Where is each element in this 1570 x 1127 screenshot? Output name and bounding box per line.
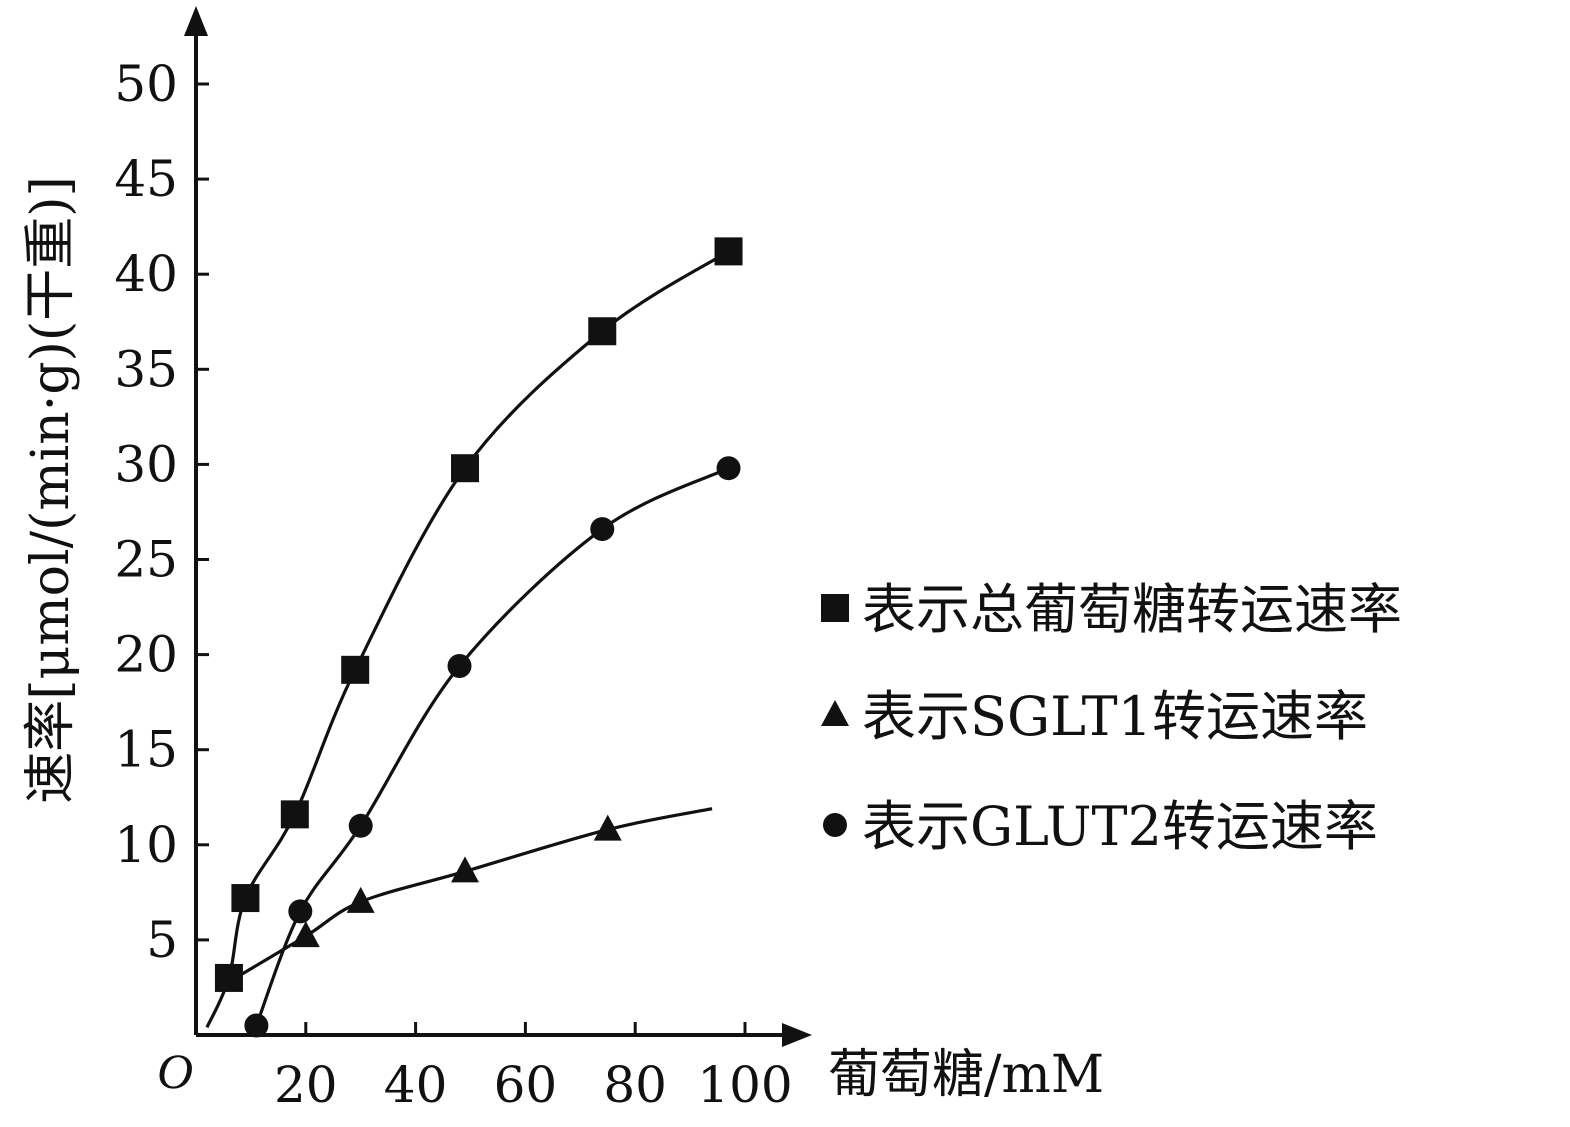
series-line-total [205,250,730,1029]
y-axis-arrow [184,6,208,36]
data-point-glut2 [348,813,373,838]
y-tick-label: 10 [114,816,178,874]
y-tick-label: 40 [114,245,178,303]
x-tick-label: 100 [697,1056,792,1114]
series-markers [214,237,743,1038]
x-tick-label: 80 [603,1056,667,1114]
data-point-total [341,655,370,684]
x-axis [196,1023,812,1047]
legend-marker-sglt1 [821,700,849,726]
data-point-glut2 [288,899,313,924]
y-tick-label: 20 [114,626,178,684]
data-point-sglt1 [291,921,320,948]
data-point-glut2 [244,1013,269,1038]
y-tick-label: 50 [114,55,178,113]
legend-label-glut2: 表示GLUT2转运速率 [862,795,1378,858]
data-point-total [714,237,743,266]
legend-label-sglt1: 表示SGLT1转运速率 [862,685,1368,748]
axis-ticks: 20 40 60 80 100 5 10 15 20 25 30 35 40 45 50 [114,55,792,1114]
legend-label-total: 表示总葡萄糖转运速率 [862,578,1402,641]
series-line-glut2 [254,466,730,1027]
data-point-glut2 [590,517,615,542]
data-point-glut2 [716,456,741,481]
x-tick-label: 40 [384,1056,448,1114]
series-line-sglt1 [228,807,713,984]
data-point-total [280,800,309,829]
x-tick-label: 60 [494,1056,558,1114]
x-axis-title: 葡萄糖/mM [828,1045,1104,1105]
series-curves [205,250,730,1029]
y-tick-label: 45 [114,150,178,208]
data-point-glut2 [447,654,472,679]
x-axis-arrow [782,1023,812,1047]
x-tick-label: 20 [274,1056,338,1114]
origin-label: O [157,1043,193,1099]
y-tick-label: 30 [114,435,178,493]
y-tick-label: 25 [114,531,178,589]
data-point-sglt1 [346,886,375,913]
data-point-total [451,454,480,483]
data-point-sglt1 [593,814,622,841]
y-tick-label: 15 [114,721,178,779]
legend-marker-total [821,594,849,622]
legend-marker-glut2 [823,813,847,837]
y-tick-label: 5 [146,911,178,969]
y-axis [184,6,208,1035]
data-point-total [214,963,243,992]
data-point-sglt1 [451,856,480,883]
data-point-total [231,884,260,913]
data-point-total [588,317,617,346]
y-tick-label: 35 [114,340,178,398]
y-axis-title: 速率[μmol/(min·g)(干重)] [21,176,81,804]
